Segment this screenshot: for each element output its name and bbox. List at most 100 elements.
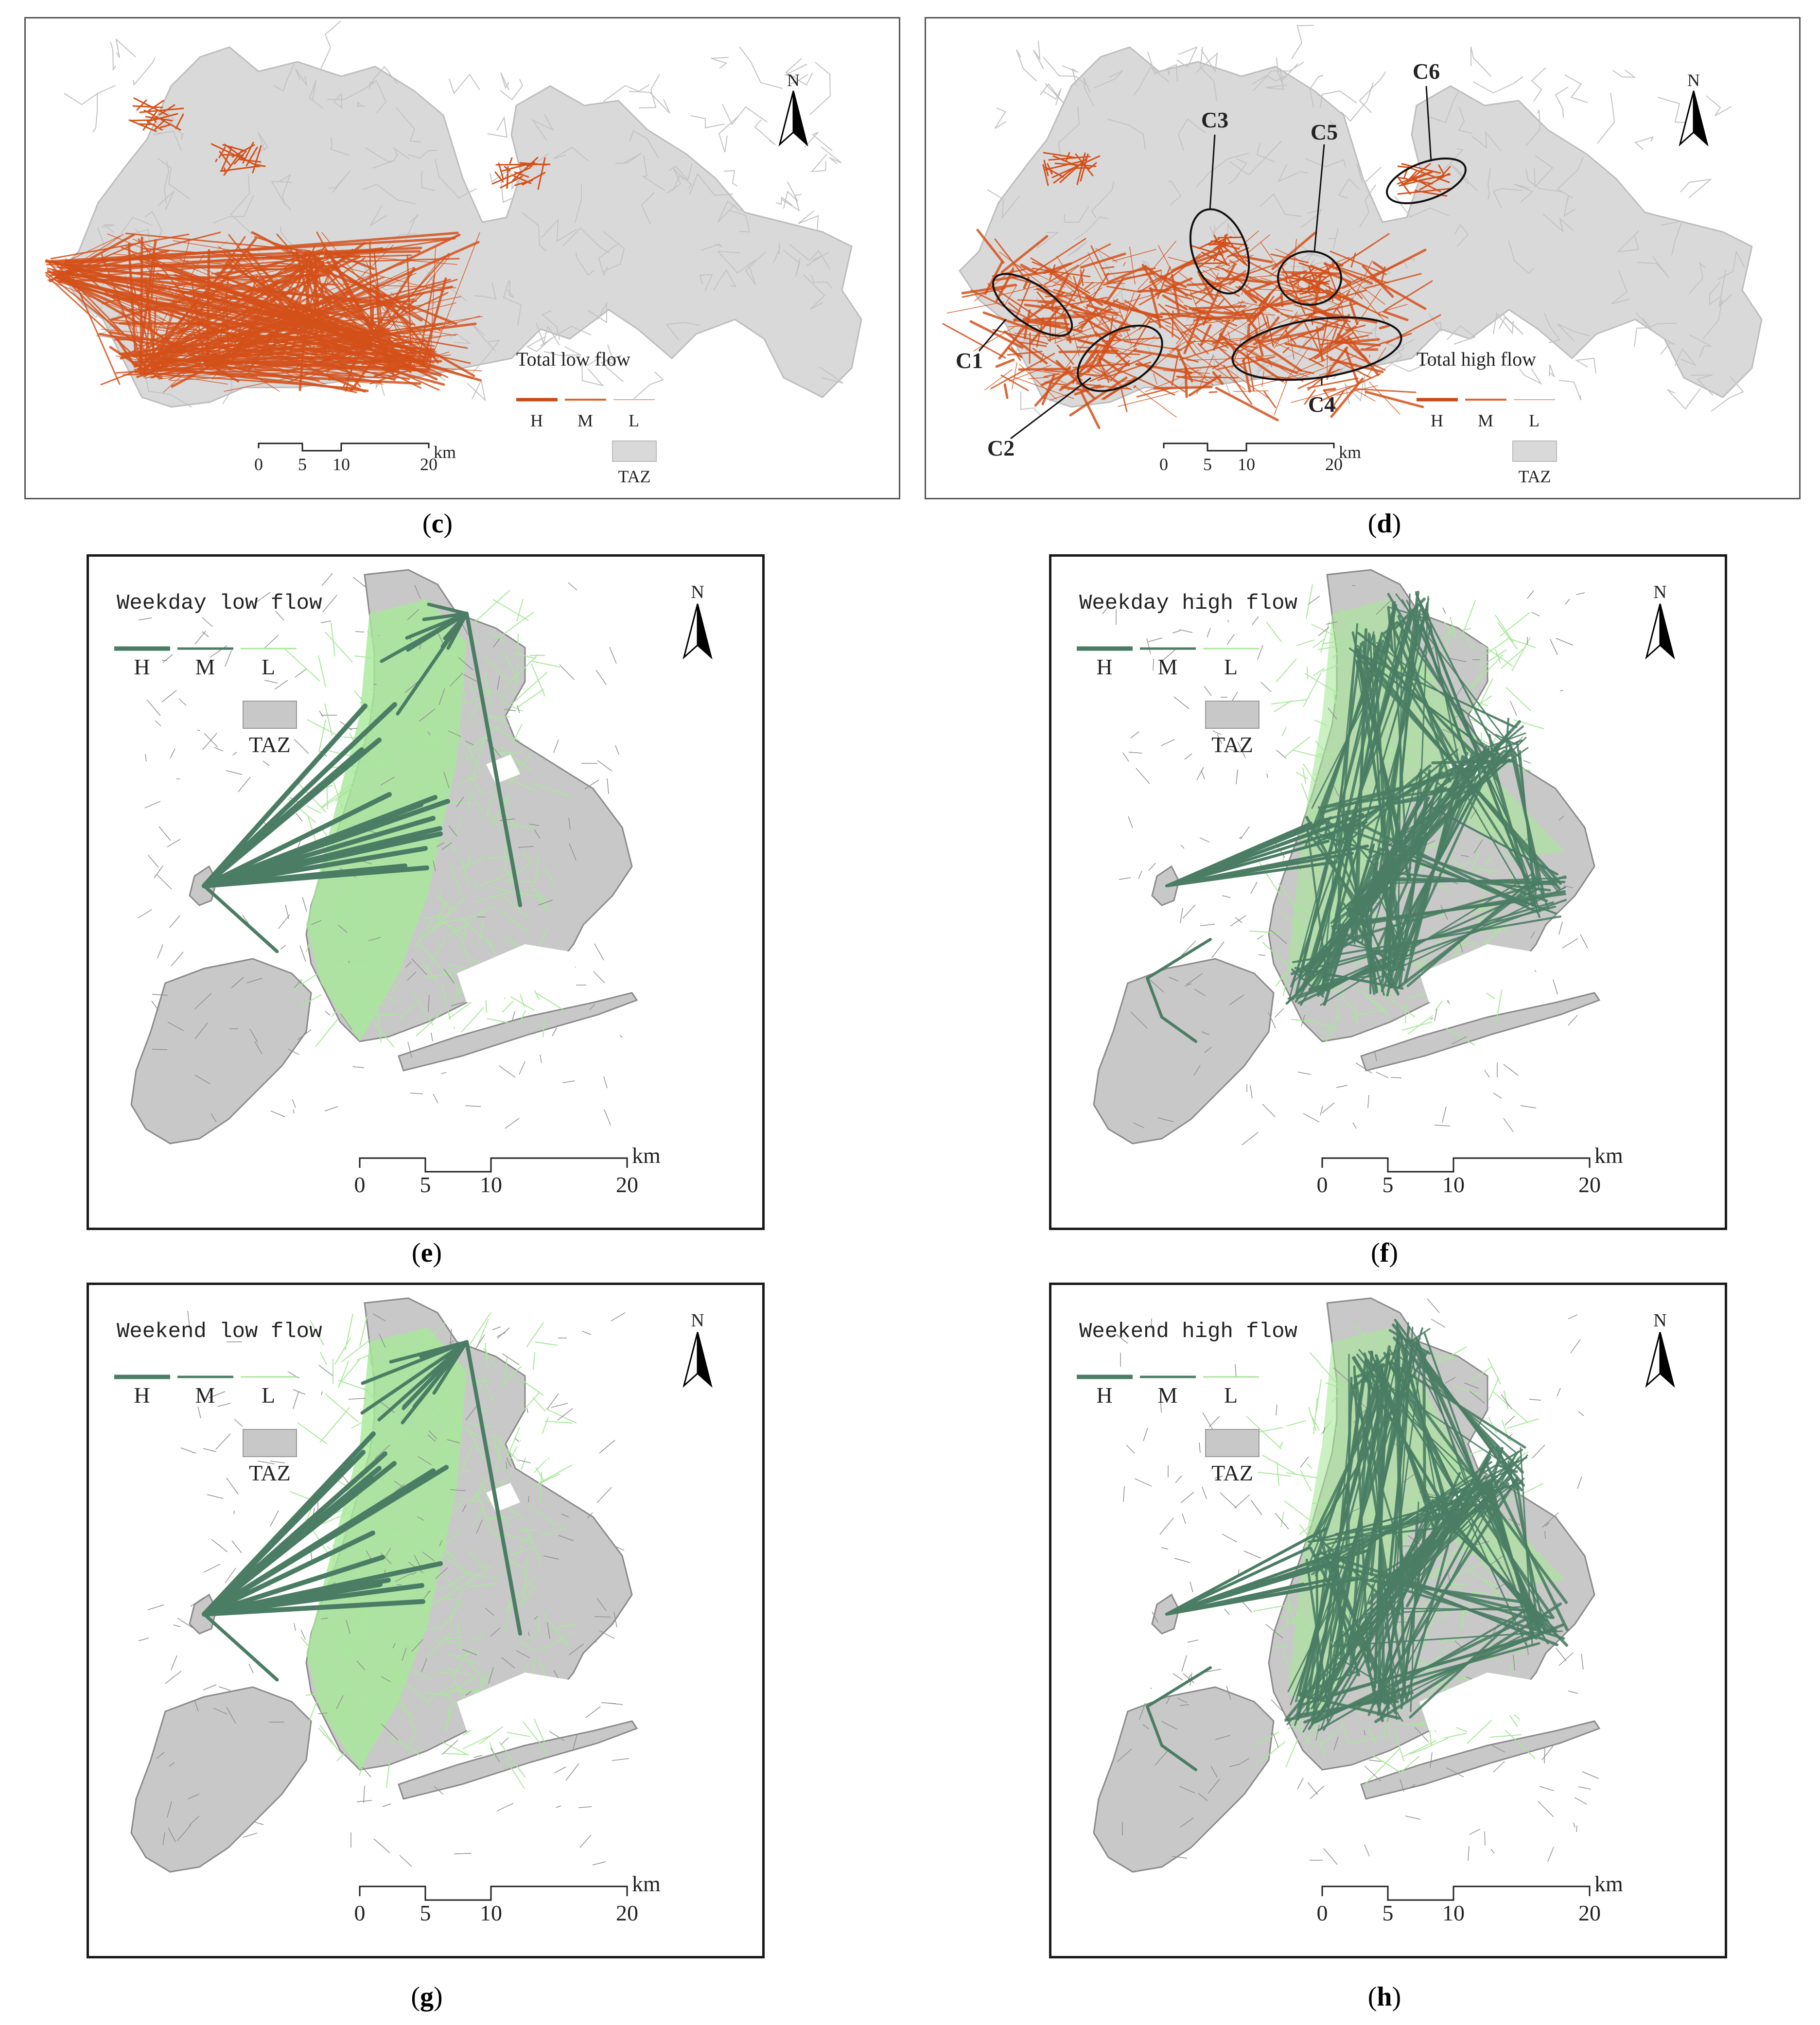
taz-boundary [1597,92,1615,144]
flow-line [1304,389,1316,405]
taz-boundary [325,1011,331,1016]
taz-boundary [1083,77,1094,106]
taz-boundary [348,1398,366,1400]
taz-boundary [1333,1736,1339,1751]
flow-line [1165,1583,1305,1616]
taz-boundary [578,1806,592,1808]
flow-line [1318,1636,1536,1700]
flow-line [1335,233,1390,269]
taz-boundary [806,252,829,266]
flow-line [525,1527,542,1564]
flow-line [102,254,311,304]
flow-line [470,725,500,749]
taz-boundary [395,1573,412,1582]
taz-boundary [352,577,367,588]
flow-line [345,1624,374,1654]
taz-boundary [789,244,830,269]
flow-line [1336,308,1360,341]
taz-boundary [1458,106,1473,134]
flow-line [1206,279,1243,319]
flow-line [521,1455,527,1470]
flow-line [319,1725,338,1750]
flow-line [50,233,190,260]
taz-boundary [1661,220,1683,256]
flow-line [326,261,413,326]
flow-line [1196,301,1245,317]
flow-line [1276,658,1297,683]
taz-boundary [338,925,348,933]
taz-boundary [1152,1611,1158,1623]
taz-boundary [348,960,350,964]
taz-boundary [475,1334,485,1349]
flow-line [1312,638,1325,648]
flow-line [461,922,468,948]
taz-boundary [1134,1478,1152,1487]
taz-boundary [373,1838,390,1853]
flow-line [457,858,484,870]
flow-line [45,274,159,378]
flow-line [1212,345,1249,370]
flow-line [1317,646,1339,650]
flow-line [1084,306,1111,332]
flow-line [1407,166,1450,183]
flow-line [1104,277,1125,305]
flow-line [282,285,454,324]
taz-boundary [1575,357,1596,374]
flow-line [143,355,419,368]
taz-boundary [476,1519,483,1534]
flow-line [1495,615,1514,642]
flow-line [305,1692,329,1696]
taz-boundary [376,380,385,396]
flow-line [498,162,504,179]
flow-line [1259,334,1322,366]
taz-boundary [1556,638,1574,646]
flow-line [1453,1386,1480,1395]
flow-line [425,1683,457,1702]
flow-line [388,1735,396,1745]
north-arrow-icon: N [1645,582,1675,660]
flow-line [1160,275,1187,288]
scale-tick-20: 20 [420,455,438,474]
flow-line [218,246,372,333]
taz-boundary [451,1002,465,1006]
flow-line [1305,1707,1310,1716]
taz-boundary [1123,1486,1125,1502]
taz-boundary [569,843,577,861]
flow-line [500,746,532,771]
flow-line [501,1366,522,1386]
flow-line [518,1535,531,1550]
flow-line [538,1618,540,1637]
flow-line [360,1000,387,1005]
flow-line [505,1759,525,1789]
flow-line [362,1546,369,1559]
flow-line [1387,1477,1510,1586]
flow-line [394,1558,419,1592]
flow-line [427,807,447,813]
taz-boundary [609,647,617,664]
flow-line [261,324,301,355]
flow-line [371,971,384,976]
flow-line [1291,385,1353,403]
taz-boundary [472,324,496,352]
flow-line [1158,303,1203,342]
taz-boundary [1706,95,1732,116]
taz-boundary [1205,1669,1222,1673]
flow-line [982,311,1046,335]
taz-boundary [293,1391,299,1409]
taz-boundary [1126,1444,1135,1454]
flow-line [143,109,181,131]
taz-boundary [1174,1558,1190,1563]
flow-line [1165,1547,1310,1616]
flow-line [1092,357,1126,367]
flow-line [444,1551,455,1556]
taz-boundary [1718,269,1732,308]
flow-line [1069,376,1128,417]
taz-boundary [1102,605,1109,615]
taz-boundary [448,825,457,837]
taz-boundary [745,251,766,285]
flow-line [456,1409,462,1428]
taz-boundary [473,1755,483,1758]
taz-boundary [1310,1785,1325,1799]
flow-line [308,1691,321,1725]
